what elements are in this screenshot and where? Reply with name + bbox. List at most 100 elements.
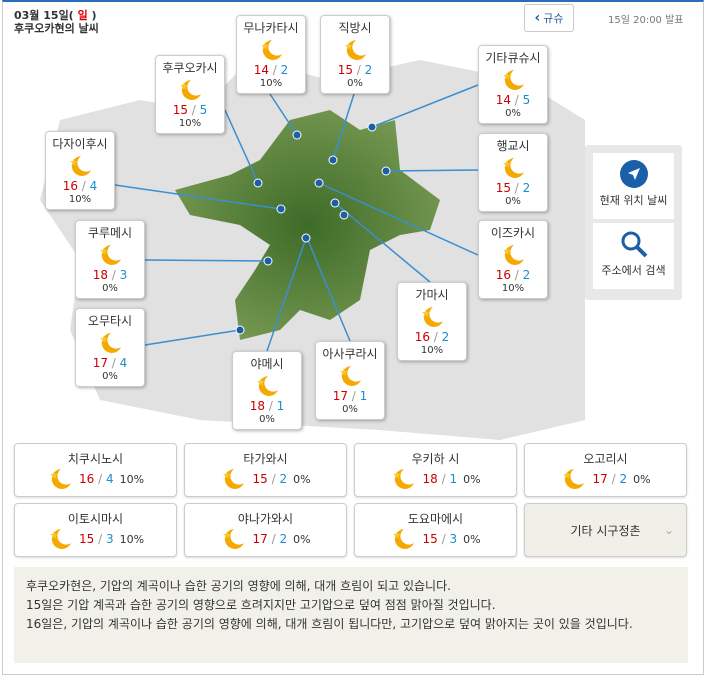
moon-icon [180,80,201,100]
precip: 0% [463,532,481,546]
chevron-down-icon: ⌄ [663,523,674,537]
moon-icon [393,529,415,549]
low-temp: 5 [522,93,531,107]
low-temp: 2 [279,472,288,486]
precip: 10% [501,283,525,294]
city-name: 기타큐슈시 [485,51,541,65]
header: 03월 15일( 일 ) 후쿠오카현의 날씨 [14,9,99,35]
city-name: 치쿠시노시 [67,452,124,466]
map-city-card[interactable]: 아사쿠라시 17 / 1 0% [315,341,385,420]
precip: 10% [420,345,444,356]
high-temp: 15 [495,181,511,195]
city-name: 타가와시 [243,452,288,466]
moon-icon [100,333,121,353]
low-temp: 3 [119,268,128,282]
city-name: 아사쿠라시 [322,347,378,361]
high-temp: 14 [495,93,511,107]
description-line: 후쿠오카현은, 기압의 계곡이나 습한 공기의 영향에 의해, 대개 흐림이 되… [26,579,451,593]
high-temp: 14 [253,63,269,77]
city-card[interactable]: 타가와시 15 / 2 0% [184,443,347,497]
moon-icon [345,40,366,60]
moon-icon [223,469,245,489]
back-button[interactable]: ‹ 규슈 [524,4,574,32]
city-card[interactable]: 이토시마시 15 / 3 10% [14,503,177,557]
high-temp: 15 [172,103,188,117]
description-line: 15일은 기압 계곡과 습한 공기의 영향으로 흐려지지만 고기압으로 덮여 점… [26,598,496,612]
moon-icon [422,307,443,327]
low-temp: 1 [359,389,368,403]
precip: 0% [505,196,521,207]
moon-icon [223,529,245,549]
high-temp: 15 [78,532,95,546]
map-city-card[interactable]: 오무타시 17 / 4 0% [75,308,145,387]
low-temp: 2 [619,472,628,486]
leader-lines [114,84,479,352]
high-temp: 17 [92,356,108,370]
city-card[interactable]: 오고리시 17 / 2 0% [524,443,687,497]
moon-icon [261,40,282,60]
precip: 0% [633,472,651,486]
back-label: 규슈 [543,12,564,25]
moon-icon [563,469,585,489]
map-city-card[interactable]: 가마시 16 / 2 10% [397,282,467,361]
city-name: 가마시 [415,288,449,302]
high-temp: 16 [78,472,95,486]
map-city-card[interactable]: 직방시 15 / 2 0% [320,15,390,94]
city-name: 우키하 시 [411,452,460,466]
city-grid: 치쿠시노시 16 / 4 10% 타가와시 15 / 2 0% 우키하 시 18 / 1 0% 오… [14,443,688,557]
map-city-card[interactable]: 다자이후시 16 / 4 10% [45,131,115,210]
map-city-card[interactable]: 기타큐슈시 14 / 5 0% [478,45,548,124]
precip: 0% [347,78,363,89]
low-temp: 2 [522,181,531,195]
moon-icon [49,469,71,489]
city-name: 오고리시 [583,452,628,466]
low-temp: 5 [199,103,208,117]
date-close: ) [91,9,97,22]
side-panel: 현재 위치 날씨 주소에서 검색 [585,145,682,300]
city-name: 도요마에시 [407,512,464,526]
other-cities-label: 기타 시구정촌 [570,523,641,538]
city-name: 직방시 [338,21,372,35]
moon-icon [257,376,278,396]
low-temp: 4 [89,179,98,193]
low-temp: 2 [441,330,450,344]
city-card[interactable]: 도요마에시 15 / 3 0% [354,503,517,557]
city-card[interactable]: 우키하 시 18 / 1 0% [354,443,517,497]
high-temp: 18 [422,472,438,486]
moon-icon [340,366,361,386]
precip: 0% [293,532,311,546]
precip: 10% [68,194,92,205]
precip: 0% [259,414,275,425]
low-temp: 3 [449,532,458,546]
high-temp: 16 [495,268,511,282]
city-name: 다자이후시 [52,137,108,151]
high-temp: 16 [62,179,78,193]
high-temp: 15 [422,532,438,546]
low-temp: 1 [449,472,458,486]
weather-description: 후쿠오카현은, 기압의 계곡이나 습한 공기의 영향에 의해, 대개 흐림이 되… [14,567,688,663]
current-location-button[interactable]: 현재 위치 날씨 [593,153,674,219]
city-card[interactable]: 치쿠시노시 16 / 4 10% [14,443,177,497]
map-city-card[interactable]: 이즈카시 16 / 2 10% [478,220,548,299]
moon-icon [100,245,121,265]
low-temp: 2 [280,63,289,77]
map-city-card[interactable]: 무나카타시 14 / 2 10% [236,15,306,94]
low-temp: 3 [105,532,114,546]
other-cities-dropdown[interactable]: 기타 시구정촌 ⌄ [524,503,687,557]
high-temp: 15 [252,472,268,486]
low-temp: 2 [364,63,373,77]
city-name: 오무타시 [87,314,133,328]
precip: 10% [119,532,145,546]
precip: 0% [102,283,118,294]
map-city-card[interactable]: 행교시 15 / 2 0% [478,133,548,212]
moon-icon [393,469,415,489]
map-city-card[interactable]: 야메시 18 / 1 0% [232,351,302,430]
map-city-card[interactable]: 후쿠오카시 15 / 5 10% [155,55,225,134]
high-temp: 17 [252,532,268,546]
address-search-button[interactable]: 주소에서 검색 [593,223,674,289]
weekday: 일 [77,9,88,22]
map-city-card[interactable]: 쿠루메시 18 / 3 0% [75,220,145,299]
city-card[interactable]: 야나가와시 17 / 2 0% [184,503,347,557]
page-title: 후쿠오카현의 날씨 [14,22,99,35]
precip: 0% [342,404,358,415]
